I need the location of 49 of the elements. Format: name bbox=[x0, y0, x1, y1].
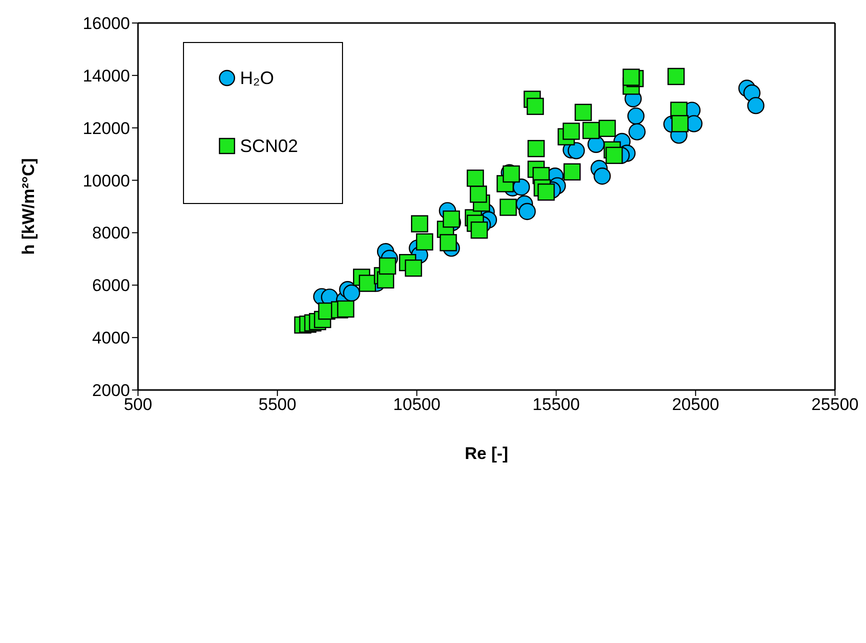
y-tick-label: 6000 bbox=[92, 276, 130, 296]
point bbox=[538, 183, 555, 201]
point bbox=[582, 122, 600, 140]
point bbox=[337, 300, 354, 318]
legend-label: H₂O bbox=[240, 68, 274, 88]
x-axis-title: Re [-] bbox=[464, 444, 508, 463]
point bbox=[404, 260, 422, 277]
x-tick-label: 25500 bbox=[811, 395, 859, 414]
x-tick-label: 15500 bbox=[532, 395, 580, 414]
point bbox=[342, 284, 360, 302]
point bbox=[562, 122, 580, 140]
y-tick-label: 14000 bbox=[82, 66, 130, 86]
point bbox=[358, 274, 376, 292]
point bbox=[528, 140, 545, 158]
y-tick-label: 4000 bbox=[92, 328, 130, 348]
point bbox=[500, 198, 517, 216]
point bbox=[671, 115, 689, 132]
point bbox=[606, 146, 623, 164]
point bbox=[416, 233, 434, 250]
point bbox=[440, 234, 457, 252]
point bbox=[470, 186, 488, 203]
point bbox=[563, 163, 581, 180]
legend-label: SCN02 bbox=[240, 136, 298, 156]
point bbox=[598, 120, 616, 137]
point bbox=[466, 170, 484, 187]
point bbox=[518, 202, 536, 220]
point bbox=[594, 167, 611, 185]
y-tick-label: 12000 bbox=[82, 118, 130, 138]
y-tick-label: 16000 bbox=[82, 14, 130, 34]
point bbox=[470, 221, 488, 239]
x-tick-label: 5500 bbox=[258, 395, 296, 414]
point bbox=[574, 104, 592, 121]
y-tick-label: 8000 bbox=[92, 224, 130, 243]
point bbox=[526, 98, 544, 115]
point bbox=[568, 142, 585, 160]
y-tick-label: 10000 bbox=[82, 171, 130, 190]
point bbox=[410, 215, 428, 232]
point bbox=[512, 178, 530, 196]
x-tick-label: 10500 bbox=[393, 395, 440, 414]
point bbox=[667, 68, 685, 86]
x-tick-label: 20500 bbox=[672, 395, 720, 414]
point bbox=[378, 257, 396, 275]
point bbox=[747, 96, 764, 114]
point bbox=[627, 107, 645, 125]
y-axis-title: h [kW/m²°C] bbox=[19, 158, 38, 255]
x-tick-label: 500 bbox=[124, 395, 152, 414]
point bbox=[442, 210, 460, 228]
point bbox=[622, 68, 640, 86]
point bbox=[628, 123, 646, 140]
